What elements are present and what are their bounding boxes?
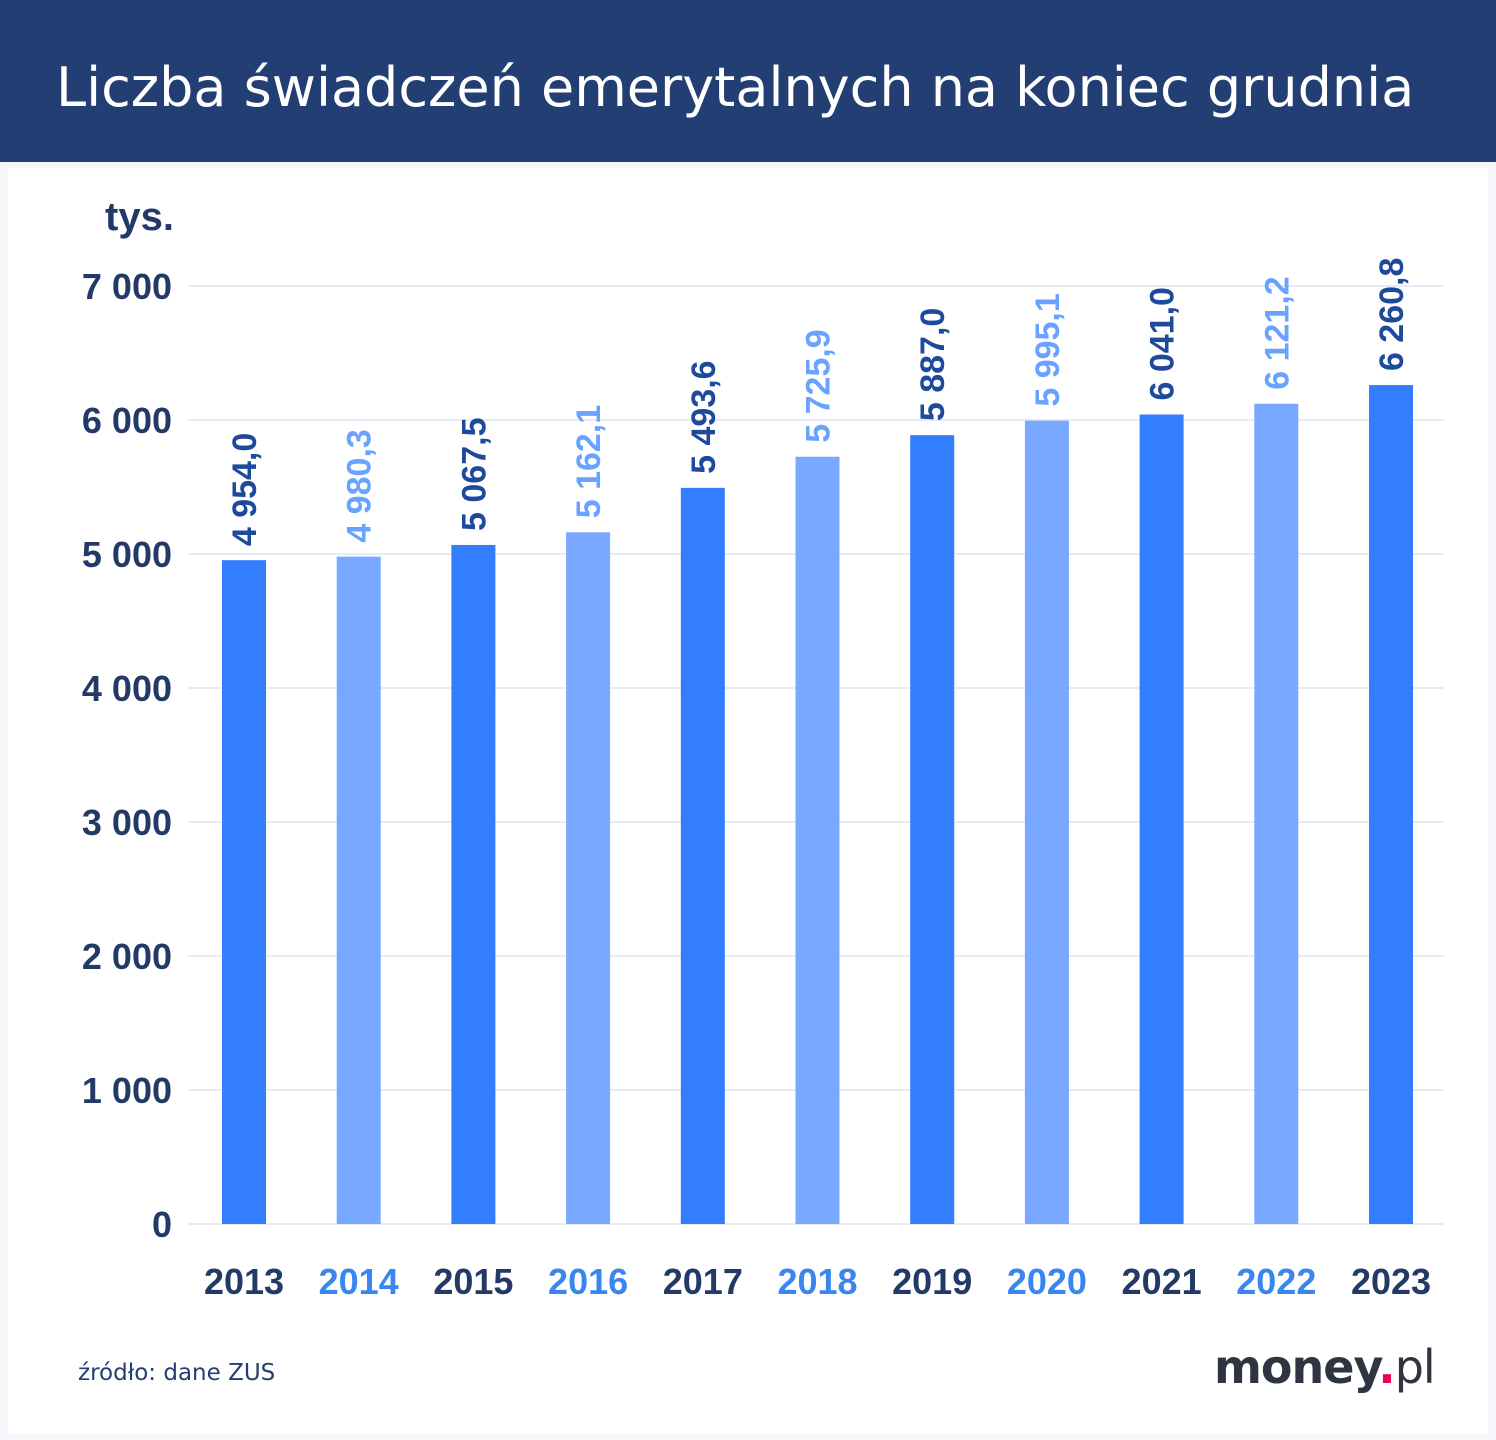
bar — [451, 544, 496, 1224]
chart-title: Liczba świadczeń emerytalnych na koniec … — [56, 56, 1415, 119]
value-label: 6 041,0 — [1144, 287, 1182, 400]
bar — [680, 487, 725, 1224]
logo-tld: pl — [1394, 1340, 1436, 1394]
value-labels: 4 954,0 4 980,3 5 067,5 5 162,1 5 493,6 5 725… — [226, 258, 1411, 547]
x-tick-label: 2019 — [892, 1261, 972, 1302]
value-label: 4 980,3 — [341, 429, 379, 542]
bar — [336, 556, 381, 1224]
value-label: 4 954,0 — [226, 433, 264, 546]
logo-name: money — [1214, 1340, 1379, 1394]
bar — [1139, 414, 1184, 1224]
y-tick-label: 1 000 — [82, 1070, 172, 1111]
x-tick-label: 2017 — [663, 1261, 743, 1302]
y-axis-unit-label: tys. — [105, 195, 174, 239]
y-tick-label: 0 — [152, 1204, 172, 1245]
bar — [795, 456, 840, 1225]
y-tick-label: 3 000 — [82, 802, 172, 843]
y-tick-label: 6 000 — [82, 400, 172, 441]
y-tick-label: 4 000 — [82, 668, 172, 709]
value-label: 5 725,9 — [800, 329, 838, 442]
bar — [1024, 420, 1069, 1224]
x-tick-label: 2014 — [319, 1261, 399, 1302]
x-tick-label: 2022 — [1236, 1261, 1316, 1302]
value-label: 5 995,1 — [1029, 293, 1067, 406]
x-tick-label: 2023 — [1351, 1261, 1431, 1302]
y-tick-label: 7 000 — [82, 266, 172, 307]
x-tick-label: 2016 — [548, 1261, 628, 1302]
x-tick-label: 2021 — [1122, 1261, 1202, 1302]
bar — [1369, 385, 1413, 1224]
y-tick-label: 5 000 — [82, 534, 172, 575]
bars — [222, 385, 1413, 1225]
money-pl-logo: money.pl — [1214, 1340, 1436, 1394]
value-label: 6 121,2 — [1258, 276, 1296, 389]
source-note: źródło: dane ZUS — [78, 1360, 276, 1386]
chart-card: 0 1 000 2 000 3 000 4 000 5 000 6 000 7 000 tys… — [8, 168, 1488, 1434]
value-label: 5 162,1 — [570, 405, 608, 518]
x-tick-label: 2018 — [777, 1261, 857, 1302]
value-label: 5 887,0 — [914, 308, 952, 421]
x-tick-label: 2013 — [204, 1261, 284, 1302]
bar — [910, 435, 955, 1225]
value-label: 5 493,6 — [685, 360, 723, 473]
bar-chart: 0 1 000 2 000 3 000 4 000 5 000 6 000 7 000 tys… — [82, 195, 1444, 1302]
bar — [1254, 403, 1299, 1224]
value-label: 5 067,5 — [455, 418, 493, 531]
x-tick-label: 2020 — [1007, 1261, 1087, 1302]
bar — [566, 532, 611, 1224]
logo-dot: . — [1378, 1340, 1396, 1394]
value-label: 6 260,8 — [1373, 258, 1411, 371]
header-bar: Liczba świadczeń emerytalnych na koniec … — [0, 0, 1496, 162]
bar — [222, 560, 266, 1224]
x-tick-label: 2015 — [433, 1261, 513, 1302]
x-axis-ticks: 2013 2014 2015 2016 2017 2018 2019 2020 2021 2022… — [204, 1261, 1431, 1302]
y-axis-ticks: 0 1 000 2 000 3 000 4 000 5 000 6 000 7 000 — [82, 266, 172, 1245]
y-tick-label: 2 000 — [82, 936, 172, 977]
